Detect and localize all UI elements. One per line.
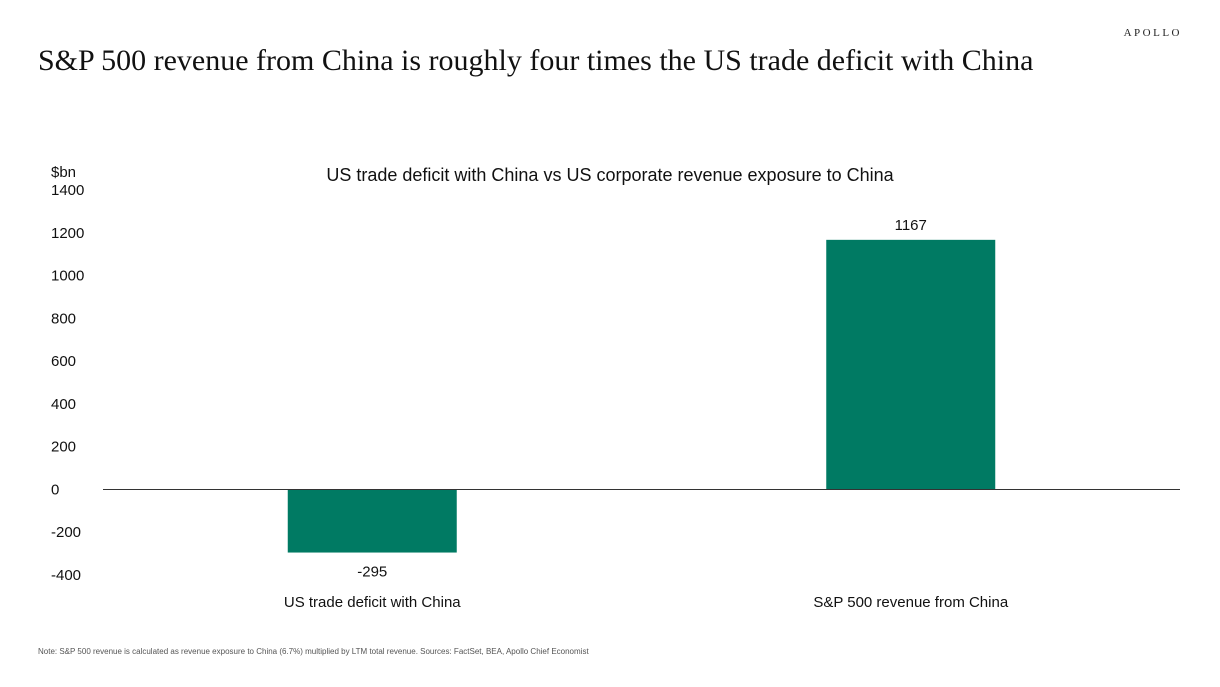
y-tick-label: 1400 bbox=[51, 182, 84, 199]
y-tick-label: 400 bbox=[51, 396, 76, 413]
category-label: US trade deficit with China bbox=[284, 594, 461, 611]
y-tick-label: 600 bbox=[51, 353, 76, 370]
y-tick-label: 1200 bbox=[51, 225, 84, 242]
y-axis-unit-label: $bn bbox=[51, 164, 76, 181]
category-label: S&P 500 revenue from China bbox=[813, 594, 1008, 611]
chart-title: US trade deficit with China vs US corpor… bbox=[326, 165, 894, 185]
y-axis-ticks: 1400 1200 1000 800 600 400 200 0 -200 -400 bbox=[51, 182, 84, 584]
y-tick-label: 0 bbox=[51, 481, 59, 498]
footnote: Note: S&P 500 revenue is calculated as r… bbox=[38, 647, 589, 656]
y-tick-label: -400 bbox=[51, 567, 81, 584]
brand-logo: APOLLO bbox=[1123, 27, 1182, 39]
data-label: 1167 bbox=[895, 217, 927, 234]
data-label: -295 bbox=[357, 564, 387, 581]
bar bbox=[826, 239, 996, 490]
page-headline: S&P 500 revenue from China is roughly fo… bbox=[38, 44, 1034, 77]
y-tick-label: -200 bbox=[51, 524, 81, 541]
bars-group bbox=[287, 239, 996, 553]
y-tick-label: 200 bbox=[51, 439, 76, 456]
data-labels-group: -295 1167 bbox=[357, 217, 927, 581]
y-tick-label: 1000 bbox=[51, 268, 84, 285]
category-labels-group: US trade deficit with China S&P 500 reven… bbox=[284, 594, 1009, 611]
y-tick-label: 800 bbox=[51, 310, 76, 327]
bar bbox=[287, 489, 457, 553]
